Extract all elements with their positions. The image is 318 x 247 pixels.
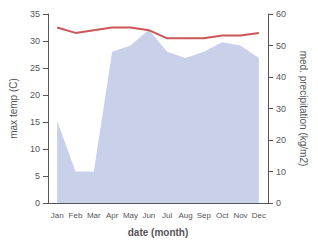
svg-text:Aug: Aug xyxy=(178,211,192,220)
svg-text:Jun: Jun xyxy=(142,211,155,220)
svg-text:50: 50 xyxy=(276,41,286,51)
svg-text:Dec: Dec xyxy=(252,211,266,220)
svg-text:0: 0 xyxy=(276,198,281,208)
svg-text:0: 0 xyxy=(35,198,40,208)
svg-text:30: 30 xyxy=(276,104,286,114)
svg-text:10: 10 xyxy=(276,167,286,177)
svg-text:date (month): date (month) xyxy=(128,227,189,238)
svg-text:Apr: Apr xyxy=(106,211,119,220)
svg-text:May: May xyxy=(123,211,138,220)
svg-text:Sep: Sep xyxy=(197,211,212,220)
svg-text:Mar: Mar xyxy=(87,211,101,220)
svg-text:30: 30 xyxy=(30,36,40,46)
svg-text:5: 5 xyxy=(35,171,40,181)
svg-text:35: 35 xyxy=(30,9,40,19)
svg-text:max temp (C): max temp (C) xyxy=(8,78,19,139)
svg-text:Jul: Jul xyxy=(162,211,172,220)
svg-text:40: 40 xyxy=(276,72,286,82)
svg-text:20: 20 xyxy=(30,90,40,100)
svg-text:Feb: Feb xyxy=(69,211,83,220)
svg-text:20: 20 xyxy=(276,135,286,145)
svg-text:Nov: Nov xyxy=(233,211,247,220)
svg-text:Jan: Jan xyxy=(51,211,64,220)
svg-text:med. precipitation (kg/m2): med. precipitation (kg/m2) xyxy=(298,51,309,167)
svg-text:10: 10 xyxy=(30,144,40,154)
svg-text:Oct: Oct xyxy=(216,211,229,220)
svg-text:25: 25 xyxy=(30,63,40,73)
svg-text:60: 60 xyxy=(276,9,286,19)
svg-text:15: 15 xyxy=(30,117,40,127)
